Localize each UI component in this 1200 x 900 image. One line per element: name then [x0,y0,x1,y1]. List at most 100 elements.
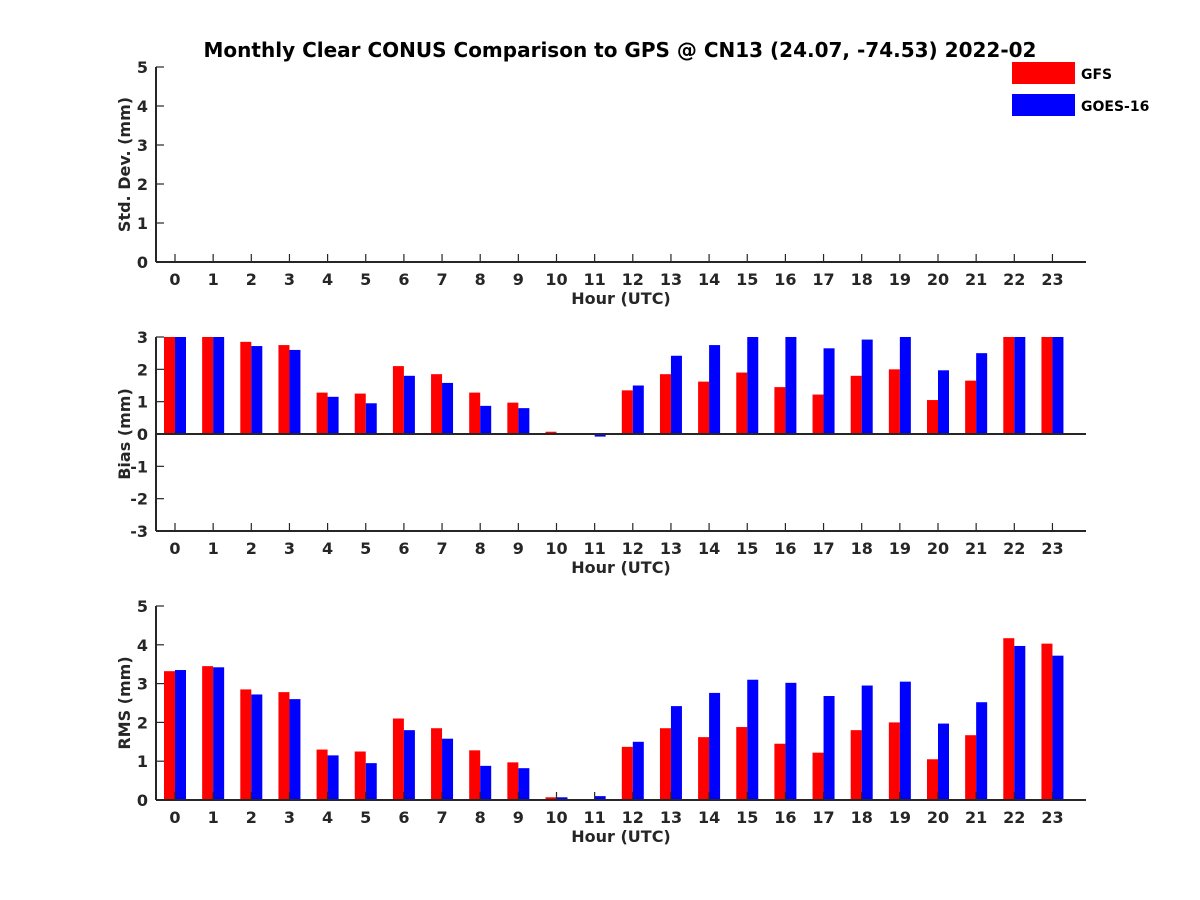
bar-gfs-hour-2 [240,689,252,800]
x-tick-label: 13 [660,808,682,827]
bar-goes16-hour-13 [670,706,682,800]
bar-goes16-hour-2 [251,346,263,434]
bar-goes16-hour-3 [289,349,301,434]
bar-goes16-hour-8 [480,405,492,434]
x-tick-label: 14 [698,539,720,558]
x-tick-label: 5 [360,270,371,289]
x-tick-label: 4 [322,539,333,558]
y-tick-label: 4 [137,636,148,655]
x-tick-label: 17 [812,270,834,289]
y-tick-label: 2 [137,713,148,732]
bar-gfs-hour-0 [164,337,175,434]
x-tick-label: 9 [513,808,524,827]
bar-gfs-hour-6 [392,718,404,800]
x-tick-label: 23 [1041,270,1063,289]
bar-gfs-hour-21 [965,735,977,800]
bar-goes16-hour-21 [976,353,988,434]
x-tick-label: 2 [246,539,257,558]
x-tick-label: 0 [169,808,180,827]
x-tick-label: 3 [284,270,295,289]
bar-gfs-hour-3 [278,692,290,800]
x-tick-label: 7 [436,270,447,289]
x-tick-label: 16 [774,539,796,558]
x-tick-label: 13 [660,539,682,558]
x-tick-label: 12 [622,808,644,827]
bar-gfs-hour-22 [1003,337,1015,434]
bar-goes16-hour-1 [213,667,225,800]
bar-goes16-hour-19 [899,681,911,800]
bar-goes16-hour-7 [442,738,454,800]
x-tick-label: 4 [322,808,333,827]
bar-goes16-hour-17 [823,348,835,434]
bar-goes16-hour-8 [480,765,492,800]
legend-swatch-goes16 [1012,94,1075,116]
bar-gfs-hour-8 [469,750,481,800]
bar-goes16-hour-4 [327,755,339,800]
bar-gfs-hour-13 [659,374,671,434]
bar-goes16-hour-21 [976,702,988,800]
bar-gfs-hour-8 [469,392,481,434]
y-tick-label: -2 [130,490,148,509]
x-tick-label: 19 [889,270,911,289]
x-tick-label: 0 [169,539,180,558]
x-tick-label: 12 [622,539,644,558]
bar-gfs-hour-3 [278,345,290,434]
bar-gfs-hour-23 [1041,643,1053,800]
bar-gfs-hour-12 [621,390,633,434]
bar-goes16-hour-12 [632,385,644,434]
bar-goes16-hour-20 [938,370,949,434]
x-tick-label: 15 [736,808,758,827]
x-tick-label: 1 [208,539,219,558]
bar-gfs-hour-0 [164,671,175,800]
legend: GFS GOES-16 [1012,62,1149,116]
bar-goes16-hour-6 [403,375,415,434]
bar-goes16-hour-16 [785,682,797,800]
legend-label-gfs: GFS [1081,67,1112,83]
x-tick-label: 3 [284,808,295,827]
bar-gfs-hour-15 [736,727,748,800]
bar-gfs-hour-12 [621,746,633,800]
x-tick-label: 11 [584,270,606,289]
x-tick-label: 5 [360,539,371,558]
bar-gfs-hour-9 [507,762,519,800]
x-tick-label: 11 [584,808,606,827]
bar-goes16-hour-9 [518,768,530,800]
chart-title: Monthly Clear CONUS Comparison to GPS @ … [204,38,1037,62]
x-tick-label: 3 [284,539,295,558]
x-tick-label: 18 [851,808,873,827]
bar-goes16-hour-11 [594,434,606,437]
y-tick-label: 3 [137,328,148,347]
x-axis-label: Hour (UTC) [571,827,671,846]
bar-goes16-hour-19 [899,337,911,434]
x-tick-label: 11 [584,539,606,558]
x-tick-label: 14 [698,808,720,827]
bar-goes16-hour-14 [709,345,721,434]
bar-goes16-hour-5 [365,763,377,800]
y-tick-label: 3 [137,136,148,155]
bar-gfs-hour-5 [354,751,366,800]
x-tick-label: 20 [927,539,949,558]
y-tick-label: 5 [137,597,148,616]
x-tick-label: 7 [436,539,447,558]
x-tick-label: 1 [208,808,219,827]
x-tick-label: 21 [965,539,987,558]
x-tick-label: 10 [545,808,567,827]
bar-gfs-hour-18 [850,375,862,434]
x-tick-label: 2 [246,270,257,289]
x-tick-label: 17 [812,539,834,558]
x-tick-label: 0 [169,270,180,289]
x-tick-label: 20 [927,808,949,827]
x-tick-label: 17 [812,808,834,827]
y-tick-label: 1 [137,214,148,233]
y-tick-label: -1 [130,457,148,476]
bar-gfs-hour-22 [1003,638,1015,800]
bar-gfs-hour-20 [927,400,938,434]
x-axis-label: Hour (UTC) [571,558,671,577]
x-tick-label: 13 [660,270,682,289]
bar-goes16-hour-7 [442,382,454,434]
bar-gfs-hour-19 [888,369,900,434]
y-tick-label: 0 [137,425,148,444]
bar-goes16-hour-15 [747,679,759,800]
